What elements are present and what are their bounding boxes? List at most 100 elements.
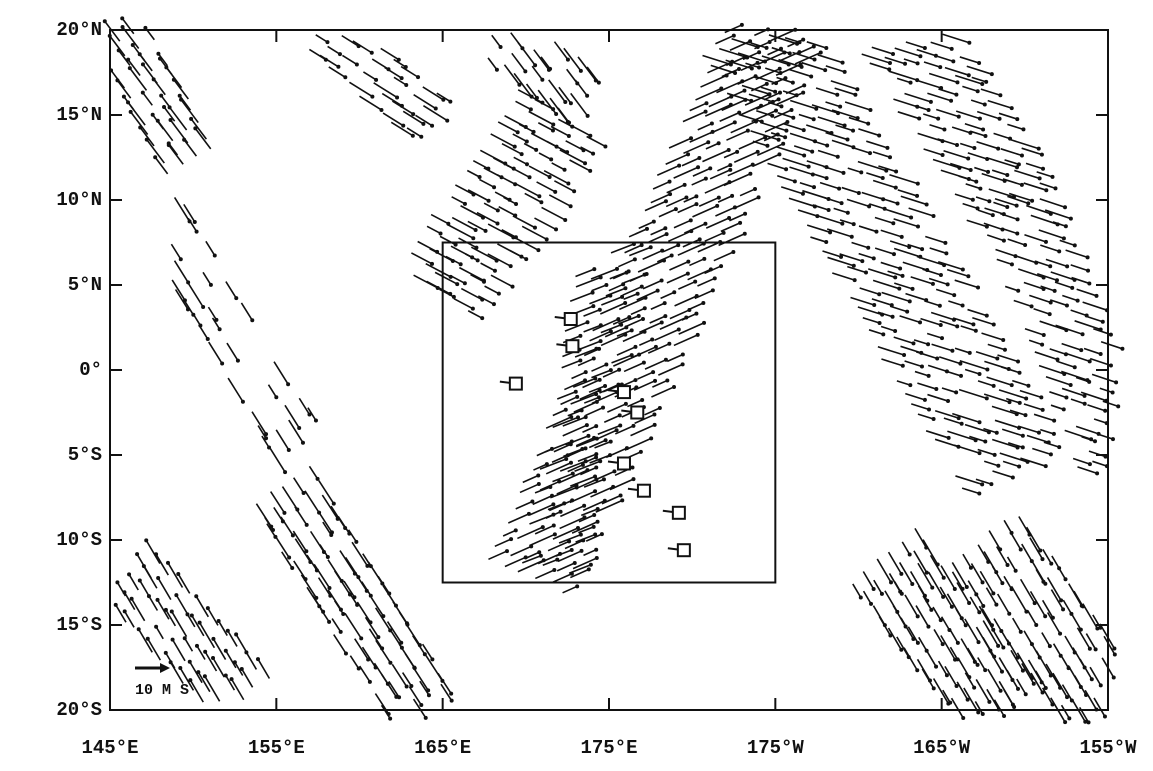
wind-arrow <box>893 336 914 345</box>
wind-arrow-head <box>693 279 698 284</box>
wind-arrow-head <box>1079 348 1084 353</box>
wind-arrow-head <box>593 474 598 479</box>
wind-arrow-head <box>1007 400 1012 405</box>
wind-arrow-head <box>611 484 616 489</box>
wind-arrow-head <box>580 462 585 467</box>
wind-arrow <box>521 554 542 564</box>
wind-arrow <box>517 41 536 66</box>
wind-arrow-head <box>938 65 943 70</box>
wind-arrow <box>1007 238 1026 246</box>
wind-arrow-head <box>174 593 179 598</box>
wind-arrow <box>545 462 572 475</box>
wind-arrow <box>649 315 666 324</box>
wind-arrow <box>938 356 961 365</box>
wind-arrow-head <box>626 269 631 274</box>
wind-arrow-head <box>849 234 854 239</box>
wind-arrow-head <box>594 547 599 552</box>
wind-arrow-head <box>576 415 581 420</box>
wind-arrow-head <box>728 102 733 107</box>
wind-arrow <box>154 156 169 175</box>
wind-arrow-head <box>672 384 677 389</box>
wind-arrow-head <box>507 197 512 202</box>
wind-arrow <box>512 215 536 229</box>
wind-arrow <box>717 164 731 172</box>
wind-arrow <box>847 265 867 274</box>
wind-arrow <box>617 258 636 268</box>
wind-arrow-head <box>915 668 920 673</box>
wind-arrow <box>948 300 963 307</box>
wind-arrow <box>793 145 813 153</box>
wind-arrow <box>964 423 990 433</box>
wind-arrow-head <box>955 324 960 329</box>
wind-arrow <box>962 553 972 569</box>
wind-arrow-head <box>533 63 538 68</box>
wind-arrow <box>1074 320 1101 331</box>
wind-arrow <box>498 206 516 217</box>
wind-arrow-head <box>655 288 660 293</box>
wind-arrow-head <box>449 698 454 703</box>
wind-arrow-head <box>1010 475 1015 480</box>
wind-arrow <box>561 359 581 369</box>
wind-arrow <box>900 195 927 206</box>
wind-arrow-head <box>341 611 346 616</box>
y-tick-label: 10°N <box>56 189 102 211</box>
wind-arrow <box>907 243 923 250</box>
wind-arrow-head <box>915 78 920 83</box>
wind-arrow <box>157 120 174 142</box>
wind-arrow <box>825 101 841 108</box>
wind-arrow-head <box>649 436 654 441</box>
wind-arrow-head <box>573 389 578 394</box>
wind-arrow-head <box>727 215 732 220</box>
wind-arrow-head <box>354 62 359 67</box>
wind-arrow <box>1032 447 1052 456</box>
wind-arrow <box>967 647 979 666</box>
wind-arrow-head <box>938 618 943 623</box>
wind-arrow <box>408 686 422 706</box>
wind-arrow <box>977 209 994 216</box>
wind-arrow-head <box>178 257 183 262</box>
wind-arrow <box>904 360 923 368</box>
wind-arrow-head <box>192 219 197 224</box>
wind-arrow <box>782 90 797 97</box>
wind-arrow <box>515 183 540 197</box>
wind-arrow <box>948 628 959 644</box>
wind-arrow-head <box>787 51 792 56</box>
wind-arrow <box>608 283 624 292</box>
wind-arrow <box>678 280 696 290</box>
wind-arrow-head <box>810 149 815 154</box>
wind-arrow <box>1020 457 1046 467</box>
wind-arrow <box>601 296 623 306</box>
wind-arrow <box>570 92 589 117</box>
wind-arrow-head <box>598 323 603 328</box>
wind-arrow-head <box>776 97 781 102</box>
wind-arrow-head <box>824 45 829 50</box>
wind-arrow <box>525 83 538 99</box>
wind-arrow <box>313 563 331 589</box>
wind-arrow-head <box>523 69 528 74</box>
wind-arrow-head <box>688 218 693 223</box>
wind-arrow-head <box>964 585 969 590</box>
wind-arrow-head <box>791 115 796 120</box>
wind-arrow-head <box>140 62 145 67</box>
wind-arrow-head <box>416 75 421 80</box>
wind-arrow-head <box>1082 401 1087 406</box>
wind-arrow <box>487 223 514 239</box>
wind-arrow-head <box>1031 681 1036 686</box>
wind-arrow <box>1003 519 1013 534</box>
wind-arrow <box>650 302 666 310</box>
wind-arrow <box>911 403 930 411</box>
wind-arrow <box>331 618 342 633</box>
wind-arrow-head <box>575 394 580 399</box>
wind-arrow <box>607 403 627 413</box>
wind-arrow-head <box>763 59 768 64</box>
wind-arrow-head <box>187 659 192 664</box>
wind-arrow <box>318 511 333 533</box>
wind-arrow <box>1021 147 1043 156</box>
wind-arrow-head <box>630 465 635 470</box>
wind-arrow-head <box>851 263 856 268</box>
wind-arrow <box>940 616 951 631</box>
wind-arrow <box>548 194 571 207</box>
wind-arrow <box>976 140 999 150</box>
wind-arrow-head <box>959 421 964 426</box>
wind-arrow-head <box>297 425 302 430</box>
